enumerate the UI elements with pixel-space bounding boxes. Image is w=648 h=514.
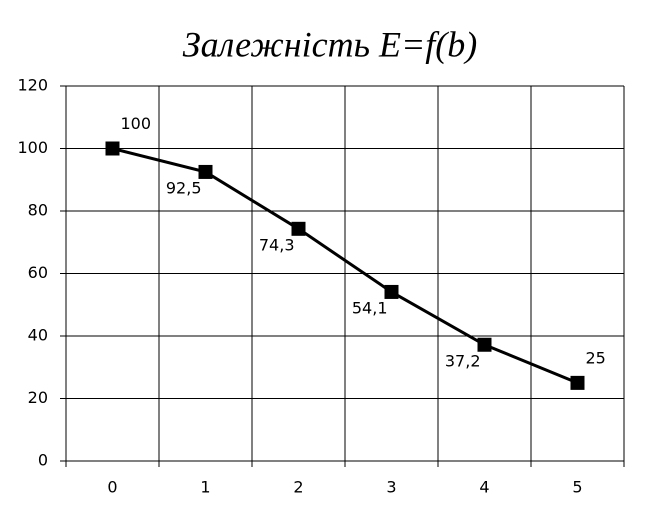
y-tick-label: 40 bbox=[28, 326, 48, 345]
data-label: 37,2 bbox=[445, 351, 481, 370]
marker bbox=[477, 337, 492, 352]
data-label: 92,5 bbox=[166, 178, 202, 197]
marker bbox=[198, 164, 213, 179]
y-tick-label: 100 bbox=[17, 138, 48, 157]
marker bbox=[384, 284, 399, 299]
marker bbox=[291, 221, 306, 236]
chart-title: Залежність E=f(b) bbox=[183, 24, 477, 64]
y-tick-label: 120 bbox=[17, 76, 48, 95]
marker bbox=[105, 141, 120, 156]
y-tick-label: 0 bbox=[38, 451, 48, 470]
x-tick-label: 2 bbox=[293, 478, 303, 497]
x-tick-label: 5 bbox=[572, 478, 582, 497]
x-tick-label: 3 bbox=[386, 478, 396, 497]
data-label: 25 bbox=[586, 348, 606, 367]
marker bbox=[570, 375, 585, 390]
x-tick-label: 1 bbox=[200, 478, 210, 497]
x-tick-label: 4 bbox=[479, 478, 489, 497]
y-tick-label: 20 bbox=[28, 388, 48, 407]
y-tick-label: 80 bbox=[28, 201, 48, 220]
y-tick-label: 60 bbox=[28, 263, 48, 282]
data-label: 54,1 bbox=[352, 298, 388, 317]
line bbox=[112, 147, 579, 385]
data-label: 74,3 bbox=[259, 235, 295, 254]
x-tick-label: 0 bbox=[107, 478, 117, 497]
data-label: 100 bbox=[121, 114, 152, 133]
